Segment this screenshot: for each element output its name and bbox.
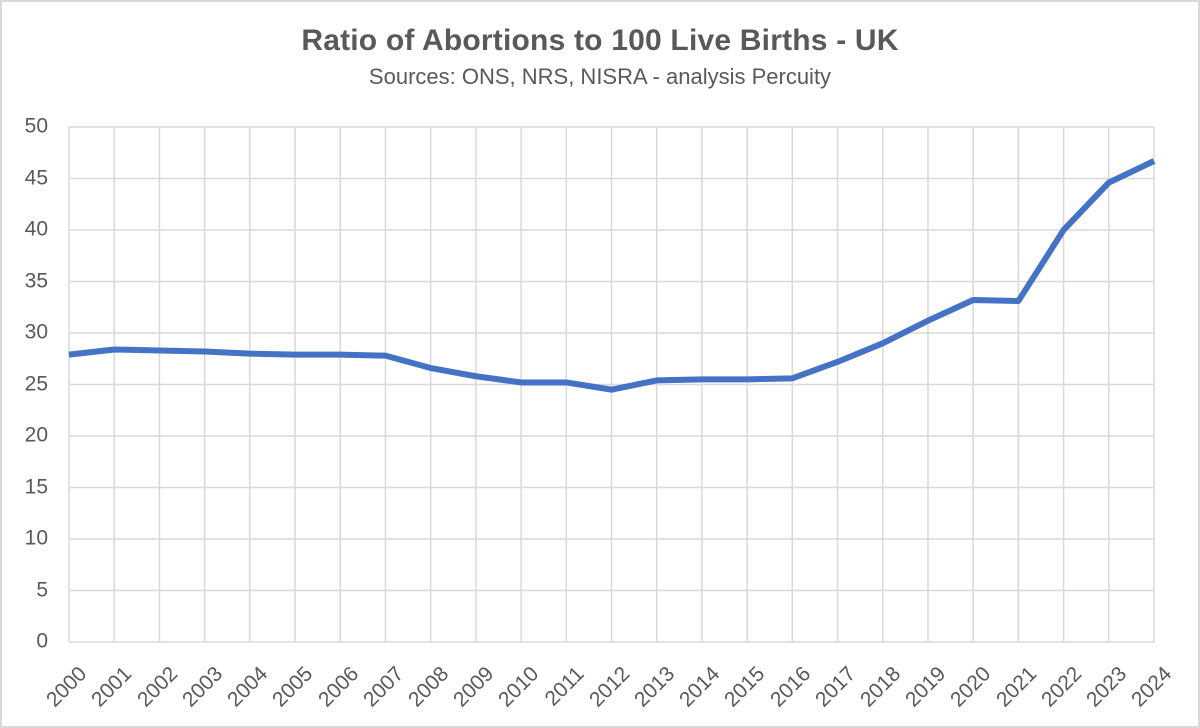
chart-subtitle: Sources: ONS, NRS, NISRA - analysis Perc… bbox=[368, 64, 832, 89]
y-axis-tick-label: 25 bbox=[24, 372, 48, 396]
y-axis-tick-label: 0 bbox=[36, 629, 48, 653]
series-line bbox=[68, 158, 1156, 393]
y-axis-tick-label: 5 bbox=[36, 578, 48, 602]
horizontal-gridlines bbox=[69, 126, 1154, 643]
y-axis-tick-label: 50 bbox=[24, 114, 48, 138]
y-axis-tick-label: 20 bbox=[24, 423, 48, 447]
chart-title: Ratio of Abortions to 100 Live Births - … bbox=[301, 24, 899, 57]
y-axis-tick-label: 30 bbox=[24, 320, 48, 344]
y-axis-tick-label: 35 bbox=[24, 269, 48, 293]
y-axis-tick-label: 45 bbox=[24, 166, 48, 190]
y-axis-tick-label: 10 bbox=[24, 526, 48, 550]
y-axis-tick-label: 40 bbox=[24, 217, 48, 241]
y-axis-tick-label: 15 bbox=[24, 475, 48, 499]
